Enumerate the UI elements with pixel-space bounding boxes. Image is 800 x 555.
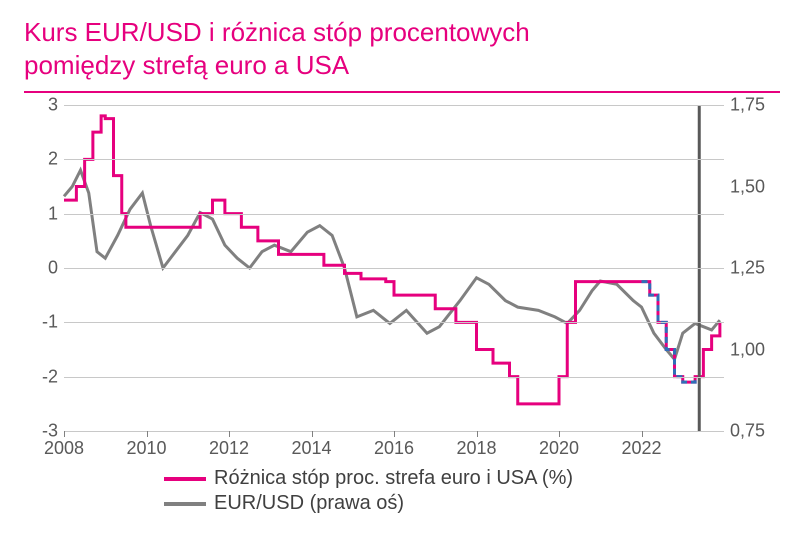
y-left-tick-label: -1 — [30, 312, 58, 333]
chart: -3-2-101230,751,001,251,501,752008201020… — [24, 93, 780, 463]
y-right-tick-label: 1,75 — [730, 95, 774, 116]
legend-item-eurusd: EUR/USD (prawa oś) — [164, 492, 780, 515]
y-right-tick-label: 1,25 — [730, 258, 774, 279]
grid-line — [64, 214, 724, 215]
plot-area: -3-2-101230,751,001,251,501,752008201020… — [64, 105, 724, 431]
x-tick — [229, 431, 230, 437]
y-right-tick-label: 1,50 — [730, 176, 774, 197]
x-tick-label: 2020 — [539, 438, 579, 459]
chart-title: Kurs EUR/USD i różnica stóp procentowych… — [24, 16, 780, 81]
legend-item-diff: Różnica stóp proc. strefa euro i USA (%) — [164, 467, 780, 490]
x-tick-label: 2010 — [126, 438, 166, 459]
x-tick — [394, 431, 395, 437]
x-tick — [147, 431, 148, 437]
legend: Różnica stóp proc. strefa euro i USA (%)… — [24, 467, 780, 515]
series-eurusd — [64, 170, 720, 359]
y-left-tick-label: 0 — [30, 258, 58, 279]
x-tick — [64, 431, 65, 437]
legend-label-diff: Różnica stóp proc. strefa euro i USA (%) — [214, 467, 573, 490]
title-line-1: Kurs EUR/USD i różnica stóp procentowych — [24, 17, 530, 47]
grid-line — [64, 377, 724, 378]
grid-line — [64, 105, 724, 106]
x-tick — [312, 431, 313, 437]
x-tick-label: 2016 — [374, 438, 414, 459]
x-tick — [477, 431, 478, 437]
grid-line — [64, 322, 724, 323]
y-right-tick-label: 1,00 — [730, 339, 774, 360]
y-left-tick-label: -2 — [30, 366, 58, 387]
x-tick — [642, 431, 643, 437]
y-left-tick-label: 1 — [30, 203, 58, 224]
grid-line — [64, 159, 724, 160]
x-tick-label: 2022 — [621, 438, 661, 459]
series-rate-diff-dashed — [642, 282, 696, 383]
y-right-tick-label: 0,75 — [730, 421, 774, 442]
x-tick-label: 2008 — [44, 438, 84, 459]
title-line-2: pomiędzy strefą euro a USA — [24, 50, 349, 80]
grid-line — [64, 268, 724, 269]
y-left-tick-label: 3 — [30, 95, 58, 116]
legend-swatch-pink — [164, 477, 206, 481]
legend-swatch-gray — [164, 502, 206, 506]
x-tick — [559, 431, 560, 437]
y-left-tick-label: 2 — [30, 149, 58, 170]
legend-label-eurusd: EUR/USD (prawa oś) — [214, 492, 404, 515]
x-tick-label: 2014 — [291, 438, 331, 459]
x-tick-label: 2012 — [209, 438, 249, 459]
x-tick-label: 2018 — [456, 438, 496, 459]
